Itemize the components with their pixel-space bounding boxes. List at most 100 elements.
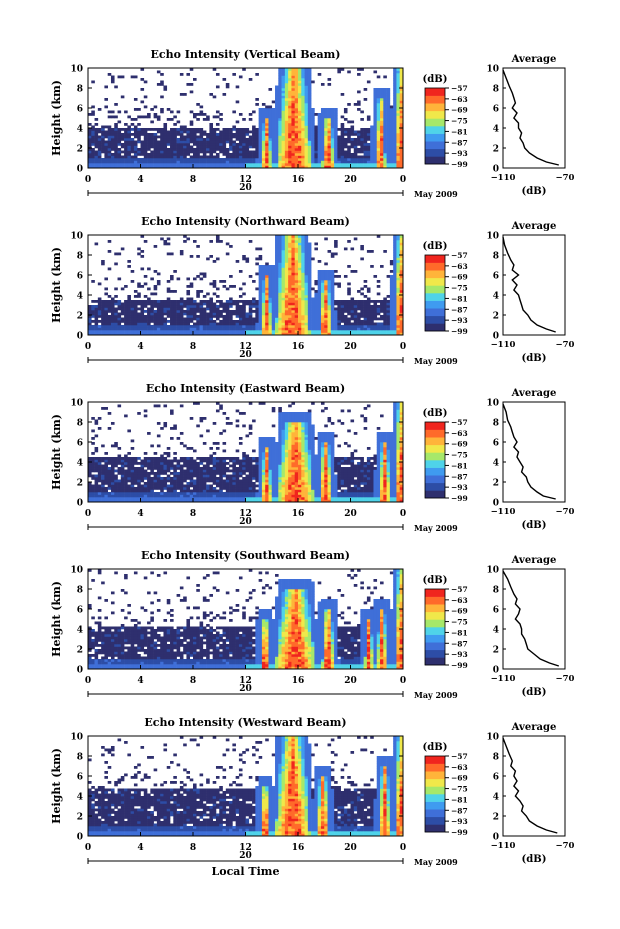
heatmap-cell xyxy=(91,474,95,478)
heatmap-cell xyxy=(386,123,391,126)
heatmap-cell xyxy=(291,163,296,166)
heatmap-cell xyxy=(334,275,338,278)
heatmap-cell xyxy=(173,165,177,169)
heatmap-cell xyxy=(298,295,302,298)
heatmap-cell xyxy=(301,78,305,81)
heatmap-cell xyxy=(393,158,397,161)
heatmap-cell xyxy=(396,262,401,266)
heatmap-cell xyxy=(143,163,148,166)
heatmap-cell xyxy=(301,297,305,301)
heatmap-cell xyxy=(291,118,296,121)
heatmap-cell xyxy=(275,292,279,296)
heatmap-cell xyxy=(301,145,305,149)
heatmap-cell xyxy=(215,327,220,331)
heatmap-cell xyxy=(320,165,325,169)
heatmap-cell xyxy=(160,479,164,483)
heatmap-cell xyxy=(271,275,276,278)
heatmap-cell xyxy=(291,287,296,291)
heatmap-cell xyxy=(393,330,397,333)
heatmap-cell xyxy=(376,90,381,94)
heatmap-cell xyxy=(255,135,259,139)
heatmap-cell xyxy=(275,98,279,101)
heatmap-cell xyxy=(291,292,296,296)
heatmap-cell xyxy=(284,315,289,318)
heatmap-cell xyxy=(160,487,164,490)
heatmap-cell xyxy=(179,133,184,136)
heatmap-cell xyxy=(304,105,309,109)
heatmap-cell xyxy=(396,255,401,258)
heatmap-cell xyxy=(137,497,141,500)
heatmap-cell xyxy=(284,165,289,169)
heatmap-cell xyxy=(278,287,282,291)
heatmap-cell xyxy=(153,482,158,485)
heatmap-cell xyxy=(330,115,335,119)
heatmap-cell xyxy=(357,307,361,311)
heatmap-cell xyxy=(258,160,263,164)
heatmap-cell xyxy=(94,143,99,146)
heatmap-cell xyxy=(117,140,122,144)
heatmap-cell xyxy=(307,115,312,119)
heatmap-cell xyxy=(140,100,145,104)
heatmap-cell xyxy=(137,133,141,136)
heatmap-cell xyxy=(156,462,161,465)
heatmap-cell xyxy=(396,88,401,91)
heatmap-cell xyxy=(133,330,138,333)
heatmap-cell xyxy=(189,140,194,144)
heatmap-cell xyxy=(353,148,358,151)
heatmap-cell xyxy=(170,133,174,136)
heatmap-cell xyxy=(278,267,282,271)
heatmap-cell xyxy=(209,145,213,149)
heatmap-cell xyxy=(389,260,394,263)
heatmap-cell xyxy=(235,325,240,328)
heatmap-cell xyxy=(396,332,401,336)
heatmap-cell xyxy=(288,275,292,278)
heatmap-cell xyxy=(160,497,164,500)
heatmap-cell xyxy=(127,307,131,311)
heatmap-cell xyxy=(150,300,154,303)
heatmap-cell xyxy=(153,143,158,146)
heatmap-cell xyxy=(91,312,95,316)
heatmap-cell xyxy=(373,150,378,154)
heatmap-cell xyxy=(396,155,401,159)
heatmap-cell xyxy=(156,145,161,149)
heatmap-cell xyxy=(183,158,187,161)
heatmap-cell xyxy=(288,85,292,89)
heatmap-cell xyxy=(288,103,292,106)
heatmap-cell xyxy=(376,143,381,146)
heatmap-cell xyxy=(294,285,299,288)
heatmap-cell xyxy=(399,118,404,121)
heatmap-cell xyxy=(366,320,371,323)
heatmap-cell xyxy=(317,153,322,156)
heatmap-cell xyxy=(88,317,92,321)
heatmap-cell xyxy=(291,285,296,288)
average-x-tick-label: −70 xyxy=(556,340,575,350)
heatmap-cell xyxy=(301,108,305,111)
heatmap-cell xyxy=(150,482,154,485)
heatmap-cell xyxy=(268,143,273,146)
heatmap-cell xyxy=(153,270,158,273)
heatmap-cell xyxy=(160,80,164,84)
heatmap-cell xyxy=(176,138,181,141)
heatmap-cell xyxy=(97,469,102,473)
heatmap-cell xyxy=(130,492,135,495)
heatmap-cell xyxy=(268,133,273,136)
heatmap-cell xyxy=(183,140,187,144)
heatmap-cell xyxy=(298,73,302,76)
heatmap-cell xyxy=(140,68,145,71)
heatmap-cell xyxy=(166,135,171,139)
heatmap-cell xyxy=(281,315,286,318)
heatmap-cell xyxy=(317,287,322,291)
heatmap-cell xyxy=(343,118,348,121)
heatmap-cell xyxy=(258,290,263,293)
heatmap-cell xyxy=(137,300,141,303)
heatmap-cell xyxy=(350,125,355,129)
heatmap-cell xyxy=(186,474,191,478)
heatmap-cell xyxy=(294,150,299,154)
heatmap-cell xyxy=(324,163,328,166)
heatmap-cell xyxy=(307,307,312,311)
heatmap-cell xyxy=(301,125,305,129)
heatmap-cell xyxy=(301,115,305,119)
heatmap-cell xyxy=(275,242,279,246)
heatmap-cell xyxy=(199,300,204,303)
heatmap-cell xyxy=(334,123,338,126)
